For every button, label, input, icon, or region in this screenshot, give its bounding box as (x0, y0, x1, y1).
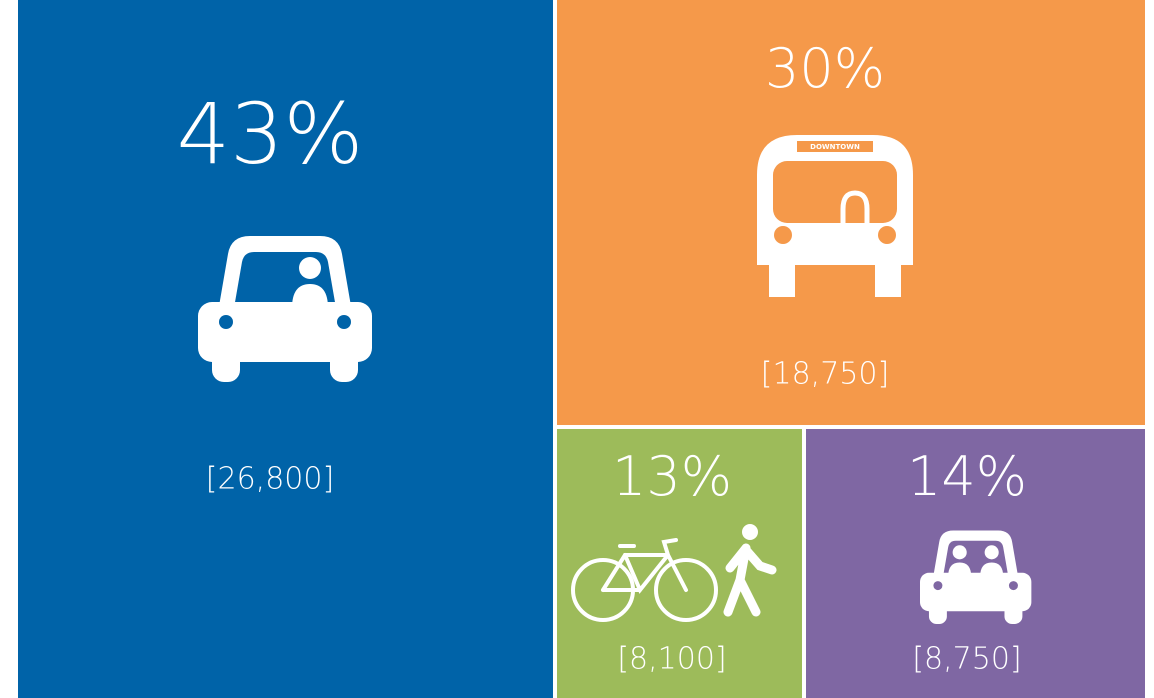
count-label: [26,800] (206, 462, 334, 497)
percent-label: 13% (612, 445, 732, 508)
percent-label: 14% (907, 445, 1027, 508)
count-label: [18,750] (761, 357, 889, 392)
icons: DOWNTOWN (198, 135, 1032, 624)
percent-label: 43% (177, 85, 364, 183)
carpool-icon (920, 530, 1032, 624)
bike-walk-icon (571, 524, 777, 622)
count-label: [8,750] (912, 642, 1021, 677)
bus-sign: DOWNTOWN (810, 143, 860, 151)
car-icon (198, 236, 372, 382)
count-label: [8,100] (617, 642, 726, 677)
bus-icon: DOWNTOWN (757, 135, 913, 297)
percent-label: 30% (765, 37, 885, 100)
